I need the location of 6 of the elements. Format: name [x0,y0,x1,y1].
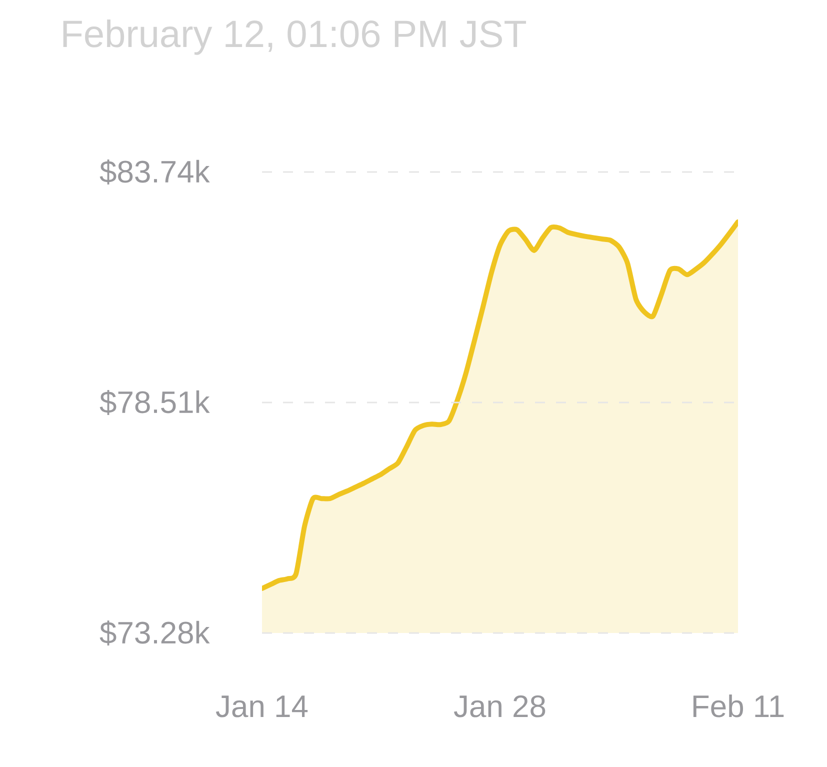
y-tick-label: $83.74k [100,159,210,185]
x-tick-label: Jan 14 [216,696,308,718]
x-tick-label: Feb 11 [693,694,784,718]
y-tick-label: $73.28k [100,620,210,646]
x-tick-label: Jan 28 [454,695,546,718]
y-tick-label: $78.51k [100,390,210,416]
